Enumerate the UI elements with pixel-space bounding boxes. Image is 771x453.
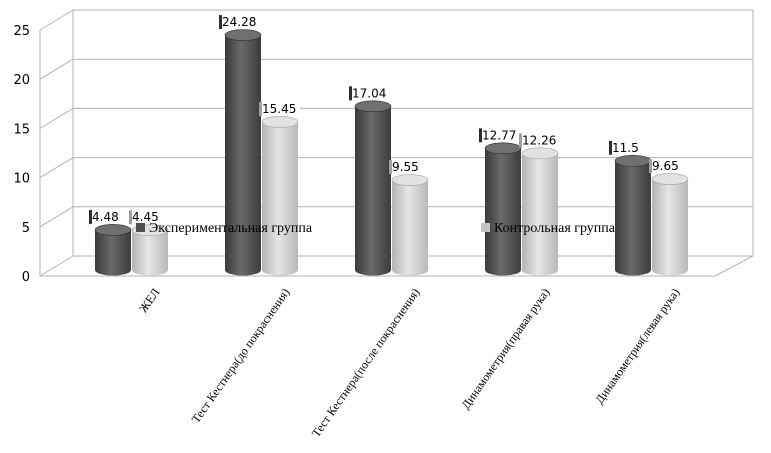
- bar: [261, 116, 299, 276]
- bar-cap: [391, 174, 429, 186]
- legend-label-experimental: Экспериментальная группа: [149, 221, 313, 236]
- bar-cap: [354, 100, 392, 113]
- data-label-marker: [479, 128, 482, 143]
- bar-cap: [224, 29, 262, 41]
- data-label-box: [220, 15, 260, 30]
- bar: [224, 29, 262, 276]
- y-tick-label: 15: [13, 122, 30, 137]
- data-label-box: [650, 159, 683, 174]
- data-label-marker: [519, 133, 522, 148]
- bar: [484, 142, 522, 276]
- bar-body: [132, 230, 168, 276]
- data-label-marker: [609, 140, 612, 155]
- data-label-marker: [389, 160, 392, 175]
- data-label: 9.65: [652, 159, 679, 173]
- bar-body: [522, 153, 558, 276]
- data-label: 4.48: [92, 210, 119, 224]
- x-tick-label: Тест Кестнера(до покраснения): [189, 286, 293, 426]
- bar-cap: [261, 116, 299, 128]
- data-label-box: [520, 133, 560, 148]
- legend-swatch-experimental: [136, 223, 145, 232]
- x-tick-label: Динамометрия(левая рука): [592, 286, 682, 407]
- data-label: 9.55: [392, 160, 419, 174]
- y-tick-label: 5: [22, 221, 30, 236]
- data-label-marker: [649, 159, 652, 174]
- data-label: 4.45: [132, 210, 159, 224]
- side-gridline: [39, 58, 74, 80]
- y-tick-label: 20: [13, 73, 30, 88]
- bar-body: [225, 35, 261, 276]
- bar-cap: [94, 224, 132, 236]
- data-label-marker: [259, 101, 262, 116]
- bar-cap: [614, 155, 652, 167]
- bar-body: [262, 121, 298, 276]
- bar-body: [355, 106, 391, 276]
- side-gridline: [39, 255, 74, 277]
- bar: [94, 224, 132, 276]
- bar-body: [392, 180, 428, 276]
- x-tick-label: Тест Кестнера(после покраснения): [309, 286, 423, 440]
- bar-body: [652, 179, 688, 276]
- bar: [614, 155, 652, 276]
- data-label-box: [350, 86, 390, 101]
- bar-cap: [651, 173, 689, 185]
- data-label-box: [480, 128, 520, 143]
- data-label-box: [260, 101, 300, 116]
- bars-layer: [94, 29, 689, 276]
- bar-body: [485, 148, 521, 276]
- data-label: 12.26: [522, 133, 556, 147]
- data-label-box: [130, 210, 163, 225]
- bar-body: [615, 160, 651, 276]
- y-tick-label: 25: [13, 24, 30, 39]
- legend-label-control: Контрольная группа: [494, 221, 616, 236]
- data-label-marker: [219, 15, 222, 30]
- bar: [521, 147, 559, 276]
- x-tick-label: ЖЕЛ: [136, 286, 162, 315]
- x-tick-label: Динамометрия(правая рука): [458, 286, 552, 412]
- data-label-box: [90, 209, 123, 224]
- y-tick-label: 10: [13, 172, 30, 187]
- bar-cap: [484, 142, 522, 155]
- side-gridline: [39, 107, 74, 129]
- data-label: 15.45: [262, 102, 296, 116]
- side-gridline: [39, 9, 74, 31]
- bar-cap: [521, 147, 559, 160]
- data-label-marker: [129, 210, 132, 225]
- bar: [391, 174, 429, 276]
- y-tick-label: 0: [22, 270, 30, 285]
- side-gridline: [39, 206, 74, 228]
- data-label: 12.77: [482, 128, 516, 142]
- floor-edge: [714, 255, 754, 277]
- legend-swatch-control: [481, 223, 490, 232]
- data-label: 24.28: [222, 15, 256, 29]
- data-label: 17.04: [352, 86, 386, 100]
- bar: [651, 173, 689, 276]
- data-label: 11.5: [612, 141, 639, 155]
- bar-body: [95, 229, 131, 276]
- data-label-marker: [349, 86, 352, 101]
- data-label-box: [610, 140, 643, 155]
- data-label-box: [390, 160, 423, 175]
- legend: Экспериментальная группа Контрольная гру…: [136, 221, 616, 236]
- side-gridline: [39, 157, 74, 179]
- bar: [354, 100, 392, 276]
- data-label-marker: [89, 209, 92, 224]
